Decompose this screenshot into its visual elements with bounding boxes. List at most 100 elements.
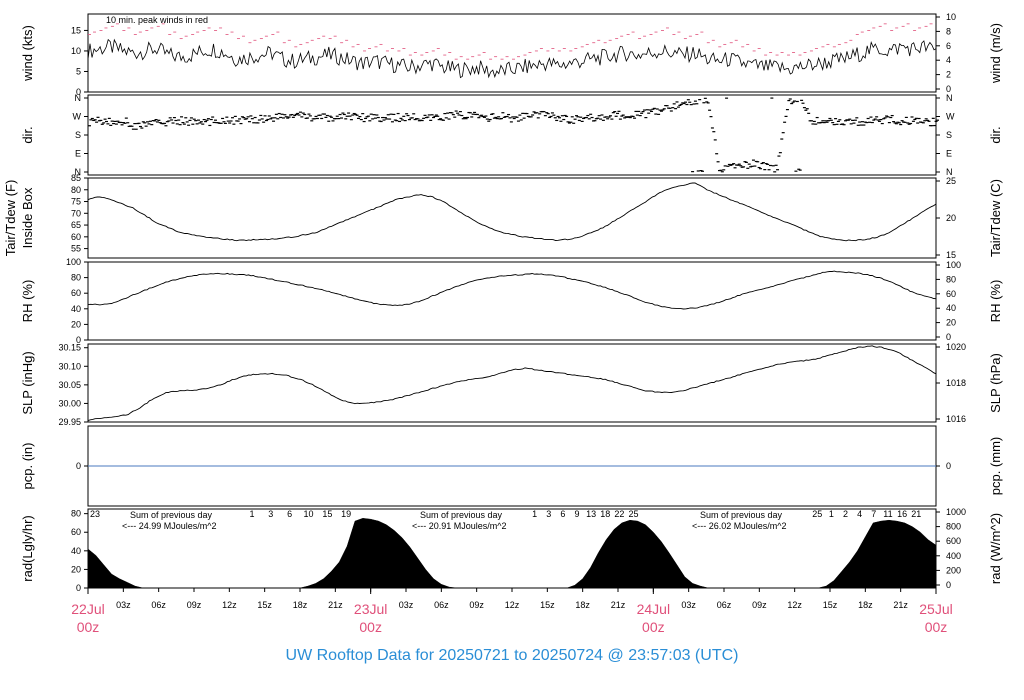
x-hour-label: 09z <box>469 600 484 610</box>
ylabel-left-rh: RH (%) <box>20 280 35 323</box>
radiation-hour-mark: 6 <box>287 509 292 519</box>
radiation-hour-mark: 3 <box>546 509 551 519</box>
panel-frame-direction <box>87 94 937 176</box>
ylabel-left-temperature: Tair/Tdew (F) <box>3 180 18 257</box>
radiation-hour-mark: 18 <box>600 509 610 519</box>
wind-series-line <box>87 38 937 79</box>
x-hour-label: 12z <box>787 600 802 610</box>
right-tick-label-wind: 8 <box>946 26 951 36</box>
x-date-label: 23Jul <box>354 601 387 617</box>
radiation-hour-mark: 6 <box>560 509 565 519</box>
x-date-hour-label: 00z <box>925 619 948 635</box>
left-tick-label-wind: 5 <box>76 66 81 76</box>
left-tick-label-precip: 0 <box>76 461 81 471</box>
right-tick-label-radiation: 600 <box>946 536 961 546</box>
right-tick-label-temperature: 20 <box>946 213 956 223</box>
left-tick-label-direction: S <box>75 130 81 140</box>
left-tick-label-slp: 30.15 <box>58 343 81 353</box>
radiation-note-title: Sum of previous day <box>420 510 503 520</box>
left-tick-label-slp: 30.05 <box>58 380 81 390</box>
radiation-hour-mark: 13 <box>586 509 596 519</box>
ylabel-left-precip: pcp. (in) <box>20 443 35 490</box>
radiation-hour-mark: 25 <box>629 509 639 519</box>
panel-frame-temperature <box>87 177 937 259</box>
ylabel-right-direction: dir. <box>988 126 1003 143</box>
left-tick-label-direction: N <box>75 167 82 177</box>
radiation-hour-mark: 7 <box>871 509 876 519</box>
left-tick-label-rh: 20 <box>71 319 81 329</box>
right-tick-label-slp: 1016 <box>946 414 966 424</box>
x-hour-label: 06z <box>717 600 732 610</box>
wind-annotation: 10 min. peak winds in red <box>106 15 208 25</box>
right-tick-label-rh: 80 <box>946 274 956 284</box>
radiation-note-value: <--- 26.02 MJoules/m^2 <box>692 521 787 531</box>
ylabel-right-precip: pcp. (mm) <box>988 437 1003 496</box>
ylabel-right-rh: RH (%) <box>988 280 1003 323</box>
right-tick-label-slp: 1018 <box>946 378 966 388</box>
left-tick-label-wind: 0 <box>76 87 81 97</box>
x-hour-label: 06z <box>151 600 166 610</box>
left-tick-label-temperature: 70 <box>71 208 81 218</box>
rh-series-line <box>87 270 937 310</box>
x-date-hour-label: 00z <box>359 619 382 635</box>
left-tick-label-slp: 30.10 <box>58 361 81 371</box>
ylabel-right-radiation: rad (W/m^2) <box>988 513 1003 584</box>
right-tick-label-rh: 100 <box>946 260 961 270</box>
x-hour-label: 18z <box>575 600 590 610</box>
left-tick-label-temperature: 75 <box>71 197 81 207</box>
x-date-label: 25Jul <box>919 601 952 617</box>
right-tick-label-rh: 20 <box>946 318 956 328</box>
radiation-note-value: <--- 24.99 MJoules/m^2 <box>122 521 217 531</box>
right-tick-label-radiation: 1000 <box>946 507 966 517</box>
radiation-hour-mark: 11 <box>883 509 892 519</box>
x-hour-label: 03z <box>116 600 131 610</box>
right-tick-label-wind: 2 <box>946 70 951 80</box>
right-tick-label-radiation: 800 <box>946 522 961 532</box>
left-tick-label-temperature: 60 <box>71 232 81 242</box>
x-hour-label: 15z <box>540 600 555 610</box>
left-tick-label-direction: E <box>75 149 81 159</box>
ylabel-right-wind: wind (m/s) <box>988 23 1003 84</box>
left-tick-label-radiation: 0 <box>76 583 81 593</box>
left-tick-label-wind: 10 <box>71 46 81 56</box>
right-tick-label-radiation: 200 <box>946 565 961 575</box>
panel-frame-wind <box>87 13 937 93</box>
radiation-hour-mark: 4 <box>857 509 862 519</box>
left-tick-label-rh: 100 <box>66 257 81 267</box>
left-tick-label-radiation: 60 <box>71 527 81 537</box>
x-hour-label: 18z <box>293 600 308 610</box>
right-tick-label-radiation: 0 <box>946 580 951 590</box>
x-date-hour-label: 00z <box>642 619 665 635</box>
right-tick-label-wind: 10 <box>946 12 956 22</box>
right-tick-label-radiation: 400 <box>946 551 961 561</box>
right-tick-label-direction: N <box>946 93 953 103</box>
x-hour-label: 09z <box>752 600 767 610</box>
radiation-hour-mark: 21 <box>911 509 921 519</box>
x-hour-label: 15z <box>257 600 272 610</box>
left-tick-label-temperature: 65 <box>71 220 81 230</box>
left-tick-label-rh: 0 <box>76 335 81 345</box>
ylabel-left-wind: wind (kts) <box>20 25 35 82</box>
right-tick-label-wind: 0 <box>946 84 951 94</box>
right-tick-label-precip: 0 <box>946 461 951 471</box>
x-date-label: 24Jul <box>637 601 670 617</box>
radiation-hour-mark: 1 <box>829 509 834 519</box>
x-hour-label: 21z <box>328 600 343 610</box>
left-tick-label-temperature: 55 <box>71 244 81 254</box>
temperature-series-line <box>87 182 937 242</box>
right-tick-label-wind: 6 <box>946 41 951 51</box>
ylabel-left-slp: SLP (inHg) <box>20 351 35 414</box>
left-tick-label-slp: 29.95 <box>58 417 81 427</box>
left-tick-label-rh: 40 <box>71 304 81 314</box>
radiation-hour-mark: 1 <box>249 509 254 519</box>
radiation-hour-mark: 25 <box>812 509 822 519</box>
ylabel-left2-temperature: Inside Box <box>20 187 35 248</box>
x-hour-label: 09z <box>187 600 202 610</box>
left-tick-label-radiation: 20 <box>71 564 81 574</box>
x-hour-label: 12z <box>505 600 520 610</box>
right-tick-label-slp: 1020 <box>946 342 966 352</box>
right-tick-label-rh: 60 <box>946 289 956 299</box>
left-tick-label-temperature: 85 <box>71 173 81 183</box>
ylabel-left-direction: dir. <box>20 126 35 143</box>
left-tick-label-radiation: 40 <box>71 546 81 556</box>
